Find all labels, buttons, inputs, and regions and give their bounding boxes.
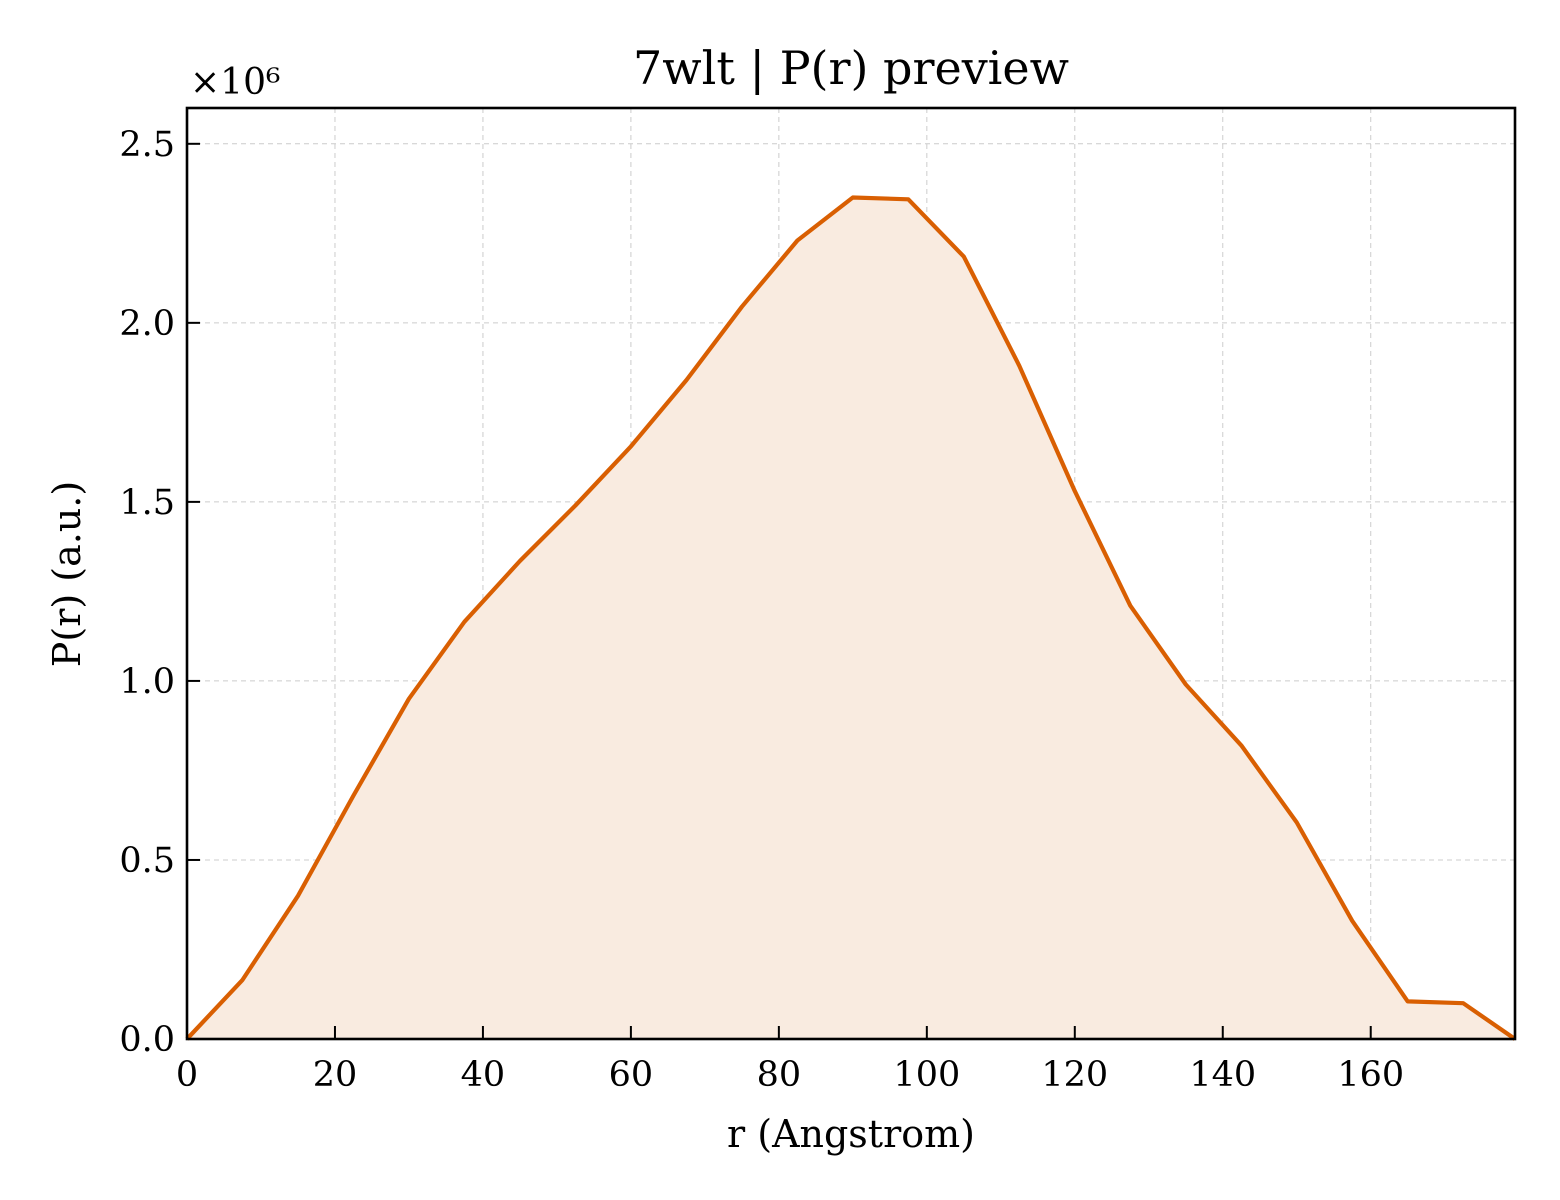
y-tick-label: 0.0 [119, 1020, 175, 1060]
x-tick-label: 100 [893, 1055, 960, 1095]
x-tick-label: 120 [1041, 1055, 1108, 1095]
plot-frame [185, 106, 1517, 1041]
y-tick-label: 2.5 [119, 125, 175, 165]
y-offset-label: ×10⁶ [190, 62, 280, 103]
x-tick-label: 20 [313, 1055, 358, 1095]
y-tick-label: 1.0 [119, 662, 175, 702]
x-tick-label: 0 [176, 1055, 198, 1095]
tick-layer: 0 20 40 60 80 100 120 140 160 0.0 0.5 1.0 1.5 2.0 2.5 [119, 125, 1404, 1095]
y-tick-label: 1.5 [119, 483, 175, 523]
pr-series-line [185, 195, 1517, 1041]
pr-area-fill [187, 197, 1515, 1039]
x-tick-label: 60 [609, 1055, 654, 1095]
y-tick-label: 0.5 [119, 841, 175, 881]
x-tick-label: 80 [757, 1055, 802, 1095]
x-tick-label: 40 [461, 1055, 506, 1095]
x-tick-label: 160 [1337, 1055, 1404, 1095]
chart-title: 7wlt | P(r) preview [633, 41, 1069, 95]
x-tick-label: 140 [1189, 1055, 1256, 1095]
y-tick-label: 2.0 [119, 304, 175, 344]
y-axis-label: P(r) (a.u.) [45, 481, 89, 667]
x-axis-label: r (Angstrom) [727, 1112, 975, 1156]
